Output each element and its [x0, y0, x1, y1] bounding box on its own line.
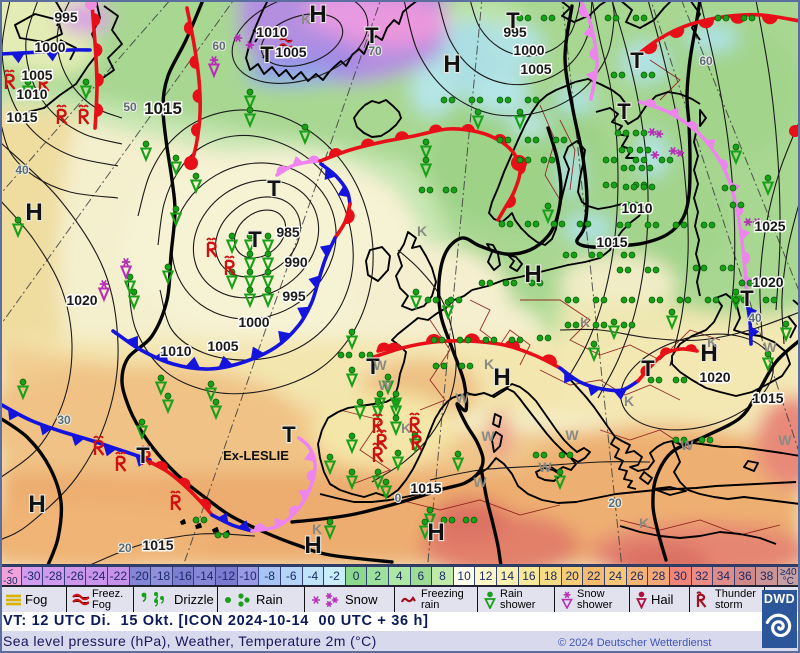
svg-text:1015: 1015: [410, 480, 441, 496]
svg-text:H: H: [700, 340, 717, 367]
svg-text:30: 30: [57, 413, 71, 427]
svg-text:990: 990: [284, 254, 308, 270]
svg-text:K: K: [417, 223, 427, 239]
svg-text:T: T: [506, 8, 520, 33]
svg-text:T: T: [366, 354, 380, 379]
svg-text:995: 995: [54, 9, 78, 25]
svg-text:20: 20: [118, 541, 132, 555]
svg-text:H: H: [427, 519, 444, 546]
svg-text:H: H: [524, 261, 541, 288]
svg-text:1010: 1010: [256, 24, 287, 40]
svg-text:1015: 1015: [752, 390, 783, 406]
svg-text:1025: 1025: [754, 218, 785, 234]
svg-text:K: K: [484, 356, 494, 372]
svg-text:1000: 1000: [34, 39, 65, 55]
svg-text:W: W: [778, 432, 792, 448]
svg-text:T: T: [641, 356, 655, 381]
svg-text:H: H: [25, 199, 42, 226]
svg-text:T: T: [617, 99, 631, 124]
svg-text:T: T: [740, 286, 754, 311]
svg-text:Ex-LESLIE: Ex-LESLIE: [223, 448, 289, 463]
svg-text:T: T: [260, 42, 274, 67]
svg-text:W: W: [763, 339, 777, 355]
svg-text:W: W: [378, 377, 392, 393]
svg-text:1020: 1020: [752, 274, 783, 290]
svg-text:T: T: [630, 48, 644, 73]
svg-text:1005: 1005: [275, 44, 306, 60]
svg-text:H: H: [443, 51, 460, 78]
svg-text:W: W: [565, 427, 579, 443]
svg-text:H: H: [304, 532, 321, 559]
svg-text:1000: 1000: [238, 314, 269, 330]
svg-text:H: H: [309, 1, 326, 28]
svg-text:40: 40: [748, 311, 762, 325]
svg-text:1005: 1005: [520, 61, 551, 77]
svg-text:1015: 1015: [596, 234, 627, 250]
svg-text:K: K: [624, 393, 634, 409]
svg-text:W: W: [455, 390, 469, 406]
svg-text:W: W: [680, 437, 694, 453]
svg-text:995: 995: [503, 24, 527, 40]
svg-text:H: H: [28, 491, 45, 518]
svg-text:T: T: [248, 227, 262, 252]
svg-text:W: W: [538, 459, 552, 475]
svg-text:70: 70: [368, 44, 382, 58]
svg-text:W: W: [481, 428, 495, 444]
svg-text:1020: 1020: [66, 292, 97, 308]
svg-text:1005: 1005: [21, 67, 52, 83]
svg-text:1000: 1000: [513, 42, 544, 58]
svg-text:1010: 1010: [621, 200, 652, 216]
svg-text:T: T: [136, 443, 150, 468]
svg-text:K: K: [707, 334, 717, 350]
svg-text:T: T: [365, 23, 379, 48]
svg-text:1015: 1015: [142, 537, 173, 553]
svg-text:K: K: [312, 521, 322, 537]
svg-text:995: 995: [282, 288, 306, 304]
svg-text:K: K: [301, 11, 311, 27]
svg-text:1010: 1010: [16, 86, 47, 102]
svg-text:T: T: [267, 176, 281, 201]
svg-text:1015: 1015: [6, 109, 37, 125]
svg-text:60: 60: [699, 54, 713, 68]
svg-text:0: 0: [395, 491, 402, 505]
svg-text:40: 40: [15, 163, 29, 177]
svg-text:1010: 1010: [160, 343, 191, 359]
svg-text:K: K: [401, 420, 411, 436]
svg-text:T: T: [282, 422, 296, 447]
svg-text:1015: 1015: [144, 99, 182, 118]
svg-text:H: H: [493, 364, 510, 391]
svg-text:20: 20: [608, 496, 622, 510]
svg-text:985: 985: [276, 224, 300, 240]
svg-text:50: 50: [123, 100, 137, 114]
svg-text:K: K: [580, 314, 590, 330]
svg-text:1020: 1020: [699, 369, 730, 385]
svg-text:W: W: [473, 474, 487, 490]
svg-text:W: W: [373, 357, 387, 373]
svg-text:60: 60: [212, 39, 226, 53]
svg-text:1005: 1005: [207, 338, 238, 354]
svg-text:K: K: [639, 515, 649, 531]
